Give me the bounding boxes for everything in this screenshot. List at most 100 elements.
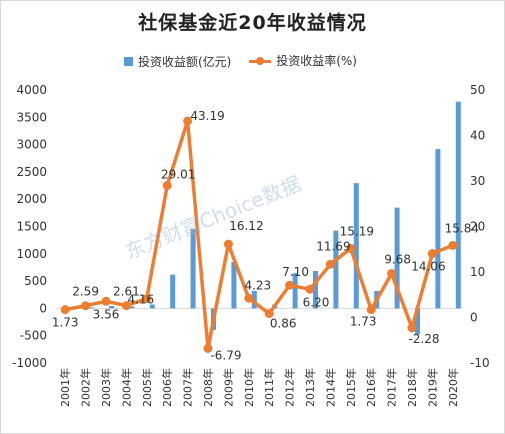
left-axis-tick-label: 0 [39, 301, 47, 315]
bar [394, 207, 400, 309]
left-axis-tick-label: 2000 [16, 192, 47, 206]
rate-data-label: 6.20 [303, 295, 330, 309]
bar [88, 307, 94, 309]
bar [292, 273, 298, 309]
rate-data-label: 15.19 [340, 224, 374, 238]
rate-point [285, 280, 295, 290]
bar [455, 101, 461, 309]
x-axis-tick-label: 2009年 [221, 368, 235, 407]
bar [251, 290, 257, 309]
bar [170, 274, 176, 309]
right-axis-tick-label: 50 [470, 83, 485, 97]
x-axis-tick-label: 2008年 [201, 368, 215, 407]
rate-point [427, 249, 437, 259]
rate-data-label: 3.56 [93, 307, 120, 321]
x-axis-tick-label: 2019年 [425, 368, 439, 407]
rate-point [60, 305, 70, 315]
left-axis-tick-label: 1000 [16, 247, 47, 261]
rate-point [142, 294, 152, 304]
x-axis-tick-label: 2020年 [446, 368, 460, 407]
rate-point [305, 284, 315, 294]
left-axis-tick-label: 3500 [16, 110, 47, 124]
x-axis-tick-label: 2006年 [160, 368, 174, 407]
rate-data-label: 9.68 [384, 252, 411, 266]
legend-item-bar: 投资收益额(亿元) [124, 53, 231, 70]
rate-data-label: 14.06 [411, 260, 445, 274]
x-axis-tick-label: 2011年 [262, 368, 276, 407]
left-axis-tick-label: 500 [24, 274, 47, 288]
legend: 投资收益额(亿元) 投资收益率(%) [124, 52, 371, 70]
right-axis-tick-label: 30 [470, 174, 485, 188]
rate-data-label: 15.84 [445, 221, 479, 235]
x-axis-tick-label: 2010年 [242, 368, 256, 407]
right-axis-tick-label: 0 [470, 311, 478, 325]
right-axis-tick-label: 40 [470, 129, 485, 143]
rate-point [407, 323, 417, 333]
rate-data-label: 1.73 [52, 316, 79, 330]
right-axis-tick-label: 10 [470, 265, 485, 279]
rate-point [223, 239, 233, 249]
rate-point [162, 181, 172, 191]
rate-data-label: 43.19 [190, 109, 224, 123]
x-axis-tick-label: 2002年 [79, 368, 93, 407]
x-axis-tick-label: 2014年 [323, 368, 337, 407]
x-axis-tick-label: 2013年 [303, 368, 317, 407]
bar [231, 261, 237, 309]
rate-data-label: 16.12 [229, 219, 263, 233]
left-axis-tick-label: -1000 [12, 356, 47, 370]
x-axis-tick-label: 2004年 [119, 368, 133, 407]
rate-point [448, 240, 458, 250]
rate-point [346, 243, 356, 253]
bar [435, 149, 441, 309]
left-axis-tick-label: -500 [20, 329, 47, 343]
left-axis-tick-label: 1500 [16, 220, 47, 234]
x-axis-tick-label: 2016年 [364, 368, 378, 407]
x-axis-tick-label: 2007年 [181, 368, 195, 407]
rate-point [101, 296, 111, 306]
legend-line-swatch [249, 56, 272, 66]
legend-item-line: 投资收益率(%) [249, 52, 357, 69]
rate-data-label: 11.69 [316, 239, 350, 253]
x-axis-tick-label: 2012年 [283, 368, 297, 407]
rate-data-label: -6.79 [210, 348, 241, 362]
rate-point [121, 301, 131, 311]
legend-bar-swatch [124, 56, 133, 66]
left-axis-tick-label: 3000 [16, 138, 47, 152]
rate-point [366, 305, 376, 315]
bar [333, 230, 339, 309]
bar [313, 270, 318, 309]
rate-data-label: 2.61 [113, 285, 140, 299]
bar [415, 308, 420, 335]
bar [149, 304, 155, 309]
rate-data-label: 0.86 [270, 317, 297, 331]
x-axis-tick-label: 2001年 [58, 368, 72, 407]
rate-data-label: 29.01 [161, 168, 195, 182]
rate-point [264, 309, 274, 319]
x-axis-tick-label: 2003年 [99, 368, 113, 407]
rate-data-label: -2.28 [408, 332, 439, 346]
rate-data-label: 4.16 [127, 293, 154, 307]
left-axis-tick-label: 2500 [16, 165, 47, 179]
chart-title: 社保基金近20年收益情况 [138, 12, 367, 34]
rate-point [203, 343, 213, 353]
x-axis-tick-label: 2015年 [344, 368, 358, 407]
bar [190, 229, 196, 309]
x-axis-tick-label: 2005年 [140, 368, 154, 407]
rate-point [81, 301, 91, 311]
x-axis-tick-label: 2018年 [405, 368, 419, 407]
bar [109, 305, 114, 309]
right-axis-tick-label: 20 [470, 220, 485, 234]
rate-point [183, 116, 193, 126]
rate-data-label: 1.73 [350, 315, 377, 329]
bar [353, 183, 359, 309]
rate-point [387, 268, 397, 278]
rate-data-label: 7.10 [282, 265, 309, 279]
x-axis-tick-label: 2017年 [385, 368, 399, 407]
rate-data-label: 2.59 [72, 285, 99, 299]
bar [129, 306, 135, 309]
legend-bar-label: 投资收益额(亿元) [138, 54, 232, 69]
legend-line-label: 投资收益率(%) [276, 54, 357, 68]
rate-point [325, 259, 335, 269]
